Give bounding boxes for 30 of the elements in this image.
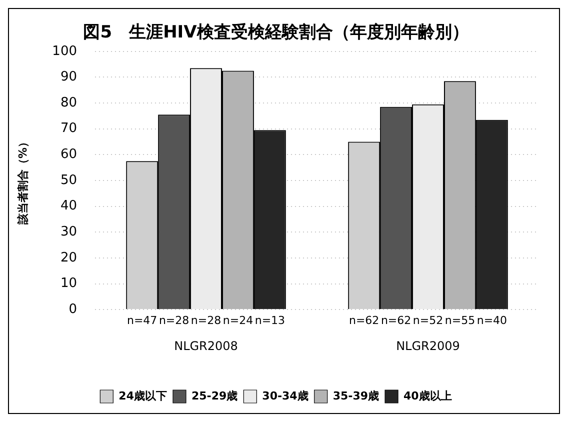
y-tick-label: 50 [60,172,78,188]
y-tick-label: 70 [60,121,78,136]
text: n=55 [444,314,476,327]
y-tick-label: 30 [60,224,78,240]
text: n=52 [412,314,444,327]
y-axis-title: 該当者割合（%） [16,136,30,226]
text: n=62 [380,314,412,327]
y-tick-label: 100 [52,44,78,59]
y-tick-label: 0 [68,302,78,317]
y-tick-label: 20 [60,250,78,266]
legend-label: 30-34歳 [262,389,308,402]
text: n=40 [476,314,508,327]
y-tick-label: 80 [60,95,78,110]
text: n=47 [126,314,158,327]
text: n=28 [190,314,222,327]
legend-label: 40歳以上 [404,389,452,402]
legend-label: 35-39歳 [332,389,380,402]
x-tick-label: NLGR2008 [174,338,238,353]
y-tick-label: 60 [60,147,78,162]
text: n=24 [222,314,254,327]
y-tick-label: 90 [60,70,78,85]
text: n=28 [158,314,190,327]
chart-title: 図5 生涯HIV検査受検経験割合（年度別年齢別） [83,22,469,43]
text: n=62 [348,314,380,327]
legend-label: 24歳以下 [118,389,167,402]
y-tick-label: 40 [60,198,78,214]
x-tick-label: NLGR2009 [396,338,460,353]
y-tick-label: 10 [60,276,78,292]
legend-label: 25-29歳 [191,389,238,402]
text: n=13 [254,314,286,327]
